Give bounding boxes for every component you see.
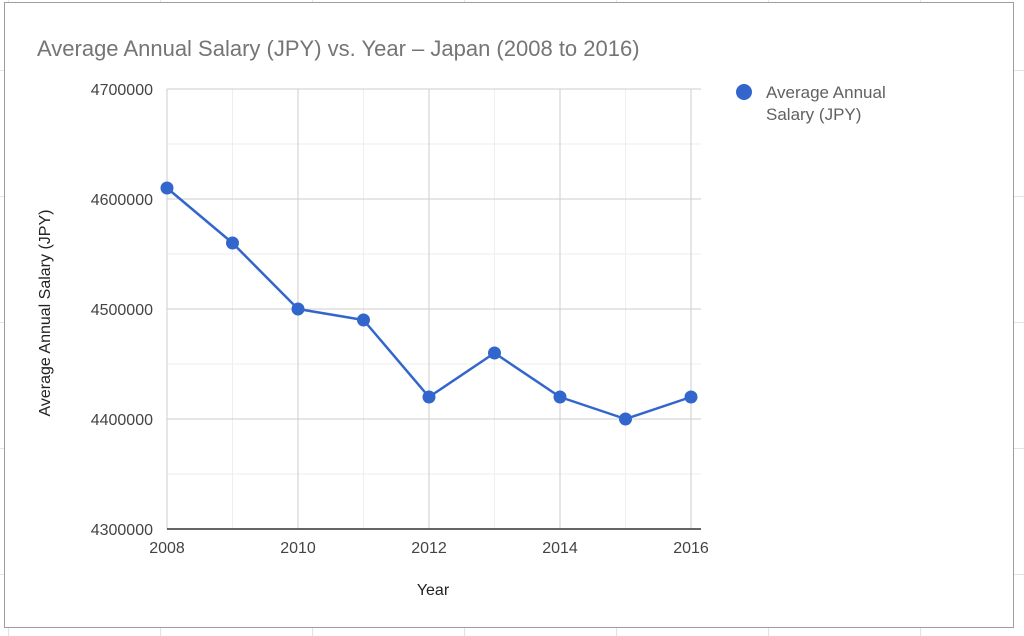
x-tick-label: 2012 [411,540,447,557]
x-tick-label: 2014 [542,540,578,557]
x-tick-label: 2010 [280,540,316,557]
legend-label-line-1: Average Annual [766,83,886,102]
legend-label-line-2: Salary (JPY) [766,105,861,124]
y-tick-label: 4700000 [91,82,153,99]
x-axis-label: Year [417,582,450,599]
line-chart: Average Annual Salary (JPY) vs. Year – J… [37,36,886,599]
data-point[interactable] [422,390,436,404]
y-tick-label: 4300000 [91,522,153,539]
data-point[interactable] [160,181,174,195]
data-point[interactable] [357,313,370,327]
y-axis-ticks: 4300000 4400000 4500000 4600000 4700000 [91,82,153,539]
chart-title: Average Annual Salary (JPY) vs. Year – J… [37,36,640,61]
chart-card[interactable]: Average Annual Salary (JPY) vs. Year – J… [4,2,1014,628]
x-tick-label: 2008 [149,540,185,557]
legend-marker [736,84,752,100]
data-point[interactable] [226,236,239,250]
data-point[interactable] [553,390,567,404]
data-point[interactable] [684,390,698,404]
x-tick-label: 2016 [673,540,709,557]
major-gridlines [166,88,701,530]
series-group [160,181,698,426]
data-point[interactable] [619,412,632,426]
data-point[interactable] [291,302,305,316]
y-tick-label: 4500000 [91,302,153,319]
y-tick-label: 4600000 [91,192,153,209]
legend[interactable]: Average Annual Salary (JPY) [736,83,886,124]
data-point[interactable] [488,346,501,360]
y-tick-label: 4400000 [91,412,153,429]
y-axis-label: Average Annual Salary (JPY) [37,210,54,417]
x-axis-ticks: 2008 2010 2012 2014 2016 [149,540,709,557]
